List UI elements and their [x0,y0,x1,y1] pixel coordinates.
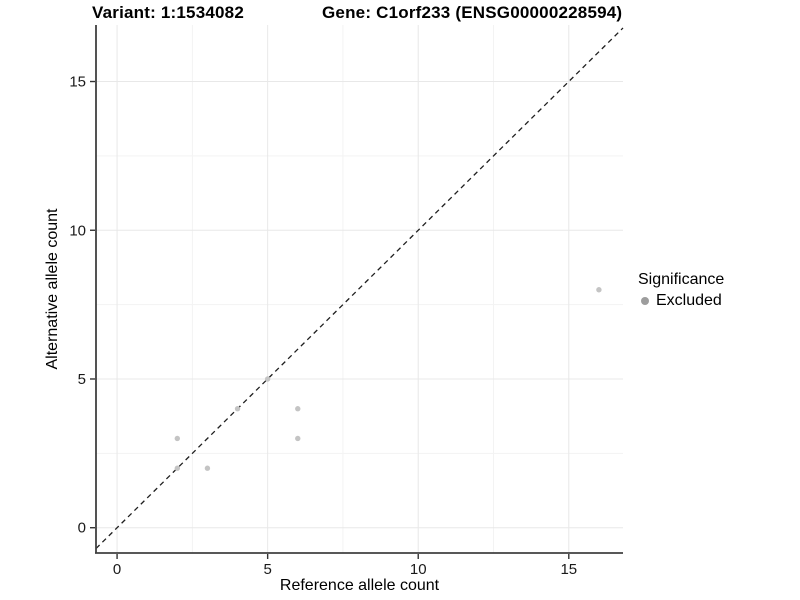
identity-line [95,27,624,550]
legend-item-label: Excluded [656,292,722,309]
y-tick-label: 15 [69,74,86,91]
x-axis-title: Reference allele count [279,577,440,594]
legend-item-excluded: Excluded [641,292,724,310]
variant-title: Variant: 1:1534082 [92,3,244,22]
legend: Significance Excluded [638,271,724,310]
data-point [174,435,181,442]
y-tick-label: 10 [69,222,86,239]
data-point [295,435,301,442]
data-point [596,287,602,293]
data-point [174,465,181,471]
y-axis-title: Alternative allele count [44,208,61,370]
y-tick-label: 5 [78,371,86,388]
x-tick-label: 5 [263,561,271,578]
data-point [234,406,241,412]
y-tick-label: 0 [78,520,86,537]
x-tick-label: 0 [113,561,121,578]
x-tick-label: 15 [560,561,577,578]
legend-title: Significance [638,271,725,288]
data-point [295,406,301,412]
data-point [264,376,271,382]
excluded-circle-icon [641,297,649,305]
data-point [204,465,211,471]
gene-title: Gene: C1orf233 (ENSG00000228594) [322,3,623,22]
x-tick-label: 10 [410,561,427,578]
